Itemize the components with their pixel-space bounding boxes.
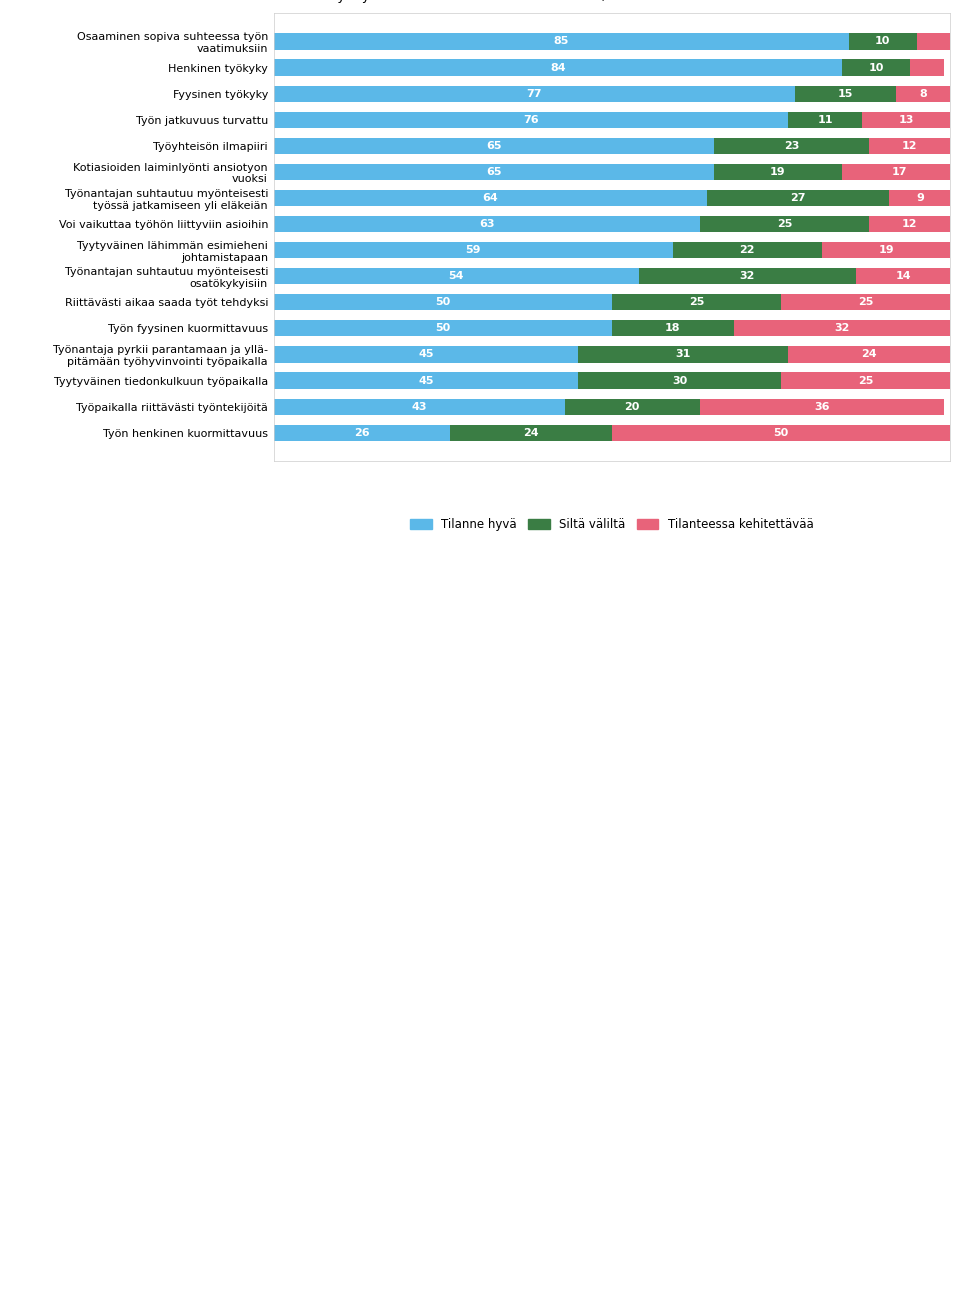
Bar — [274, 34, 849, 49]
Bar — [612, 321, 733, 336]
Bar — [869, 138, 950, 153]
Bar — [274, 112, 788, 127]
Bar — [707, 190, 890, 207]
Text: 8: 8 — [920, 88, 927, 99]
Text: 10: 10 — [868, 62, 883, 73]
Text: 24: 24 — [861, 349, 877, 360]
Bar — [713, 138, 869, 153]
Text: 50: 50 — [435, 297, 450, 308]
Bar — [910, 60, 944, 75]
Text: 10: 10 — [875, 36, 891, 47]
Bar — [274, 425, 449, 440]
Bar — [274, 60, 842, 75]
Bar — [612, 425, 950, 440]
Text: 54: 54 — [448, 271, 464, 281]
Bar — [673, 242, 822, 259]
Bar — [274, 321, 612, 336]
Bar — [274, 216, 700, 233]
Text: 20: 20 — [625, 401, 640, 412]
Text: 23: 23 — [783, 140, 799, 151]
Bar — [822, 242, 950, 259]
Text: 19: 19 — [878, 246, 894, 255]
Text: 24: 24 — [523, 427, 539, 438]
Text: 50: 50 — [435, 323, 450, 334]
Text: 11: 11 — [818, 114, 833, 125]
Bar — [849, 34, 917, 49]
Bar — [274, 164, 713, 181]
Text: 77: 77 — [526, 88, 541, 99]
Bar — [855, 268, 950, 284]
Bar — [713, 164, 842, 181]
Bar — [842, 164, 957, 181]
Text: 17: 17 — [892, 166, 907, 177]
Text: 19: 19 — [770, 166, 785, 177]
Text: 65: 65 — [486, 166, 501, 177]
Bar — [700, 399, 944, 414]
Legend: Tilanne hyvä, Siltä väliltä, Tilanteessa kehitettävää: Tilanne hyvä, Siltä väliltä, Tilanteessa… — [406, 513, 818, 536]
Bar — [788, 112, 862, 127]
Bar — [274, 373, 578, 388]
Bar — [274, 347, 578, 362]
Text: 63: 63 — [479, 220, 494, 229]
Text: 45: 45 — [419, 375, 434, 386]
Text: 25: 25 — [858, 375, 874, 386]
Bar — [795, 86, 897, 101]
Bar — [788, 347, 950, 362]
Text: 26: 26 — [354, 427, 370, 438]
Text: 36: 36 — [814, 401, 829, 412]
Text: 14: 14 — [896, 271, 911, 281]
Bar — [274, 268, 639, 284]
Text: 22: 22 — [739, 246, 756, 255]
Bar — [449, 425, 612, 440]
Text: 76: 76 — [523, 114, 539, 125]
Bar — [612, 294, 781, 310]
Text: 18: 18 — [665, 323, 681, 334]
Bar — [274, 399, 564, 414]
Bar — [274, 190, 707, 207]
Bar — [842, 60, 910, 75]
Bar — [890, 190, 950, 207]
Text: 9: 9 — [916, 194, 924, 203]
Text: 27: 27 — [790, 194, 805, 203]
Text: 59: 59 — [466, 246, 481, 255]
Text: 31: 31 — [676, 349, 691, 360]
Bar — [274, 242, 673, 259]
Text: 85: 85 — [554, 36, 569, 47]
Text: 45: 45 — [419, 349, 434, 360]
Text: 25: 25 — [858, 297, 874, 308]
Bar — [733, 321, 950, 336]
Bar — [578, 347, 788, 362]
Bar — [700, 216, 869, 233]
Text: 64: 64 — [482, 194, 498, 203]
Text: 32: 32 — [834, 323, 850, 334]
Bar — [897, 86, 950, 101]
Text: 50: 50 — [774, 427, 789, 438]
Text: Kuvio 1. Työhyvinvointi kunta-alalla vuonna 2012, %.: Kuvio 1. Työhyvinvointi kunta-alalla vuo… — [274, 0, 626, 3]
Bar — [862, 112, 950, 127]
Bar — [274, 86, 795, 101]
Bar — [869, 216, 950, 233]
Bar — [274, 138, 713, 153]
Text: 12: 12 — [902, 140, 918, 151]
Bar — [274, 294, 612, 310]
Text: 65: 65 — [486, 140, 501, 151]
Text: 84: 84 — [550, 62, 565, 73]
Bar — [639, 268, 855, 284]
Bar — [564, 399, 700, 414]
Text: 25: 25 — [777, 220, 792, 229]
Bar — [578, 373, 781, 388]
Text: 12: 12 — [902, 220, 918, 229]
Text: 15: 15 — [838, 88, 853, 99]
Bar — [781, 294, 950, 310]
Bar — [917, 34, 950, 49]
Text: 30: 30 — [672, 375, 687, 386]
Text: 43: 43 — [412, 401, 427, 412]
Text: 32: 32 — [739, 271, 756, 281]
Text: 25: 25 — [689, 297, 705, 308]
Text: 13: 13 — [899, 114, 914, 125]
Bar — [781, 373, 950, 388]
